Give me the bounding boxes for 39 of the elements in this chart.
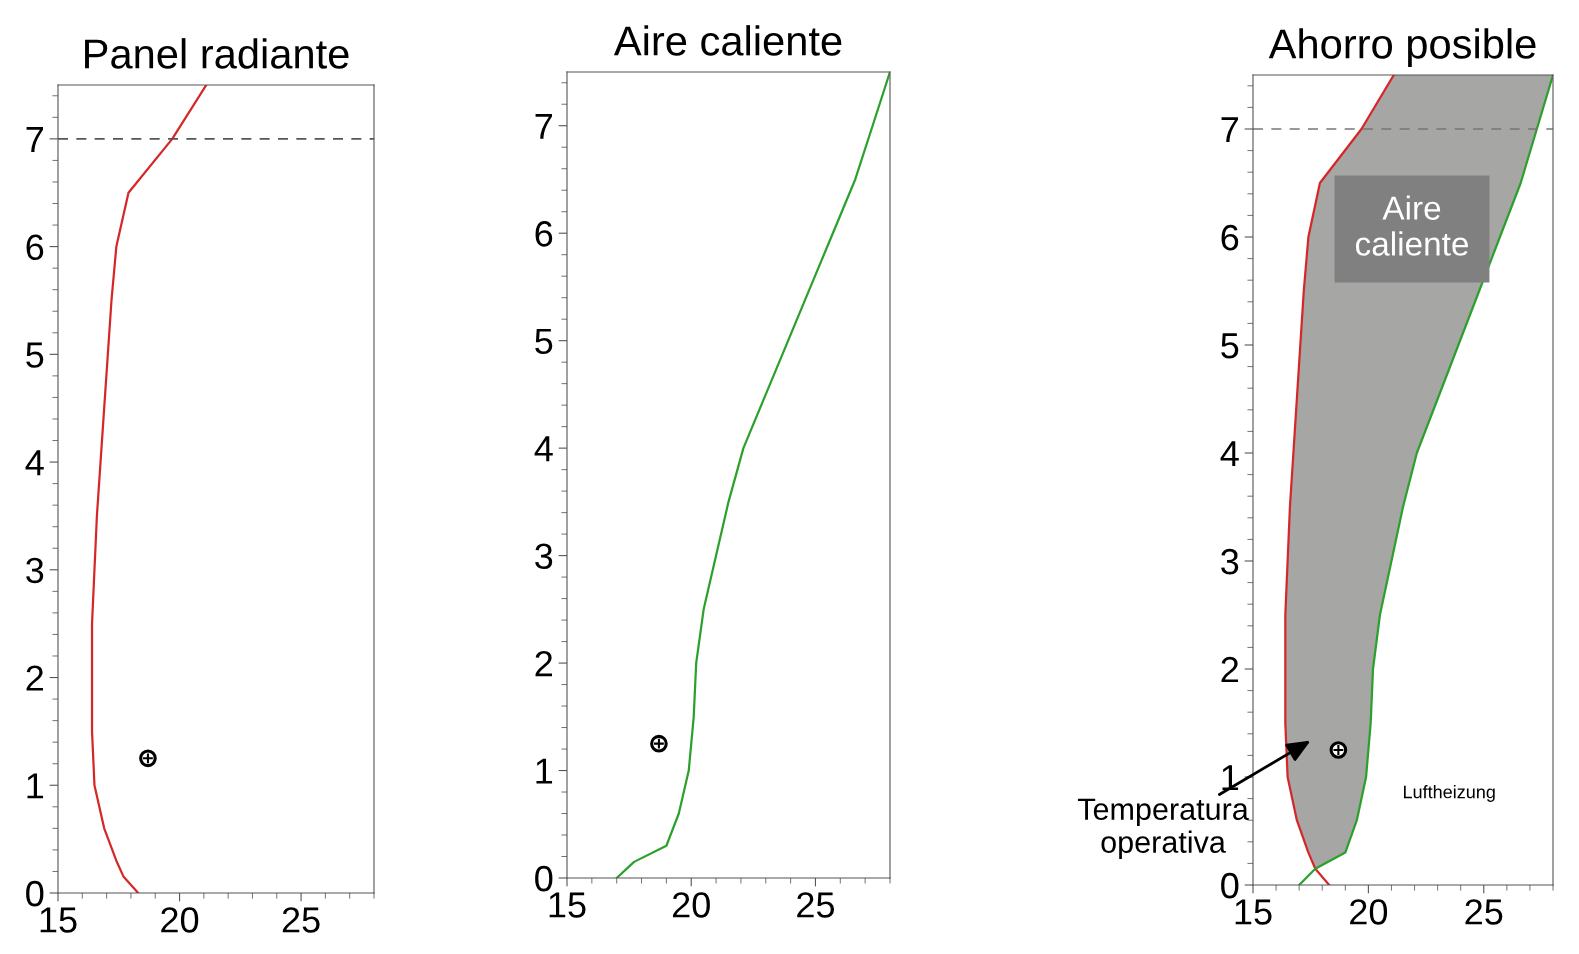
y-tick-label: 5 bbox=[535, 328, 553, 355]
chart-title: Aire caliente bbox=[613, 25, 842, 56]
y-tick-label: 4 bbox=[1220, 441, 1239, 467]
annotation: Luftheizung bbox=[1404, 785, 1495, 802]
y-tick-label: 3 bbox=[26, 557, 44, 584]
x-tick-label: 25 bbox=[282, 907, 320, 933]
line-series bbox=[90, 85, 208, 893]
x-tick-label: 15 bbox=[549, 892, 586, 918]
x-tick-label: 25 bbox=[1465, 899, 1503, 925]
x-tick-label: 25 bbox=[797, 892, 835, 918]
y-tick-label: 5 bbox=[1221, 333, 1239, 359]
annotation: Aire caliente bbox=[1355, 195, 1468, 256]
x-tick-label: 20 bbox=[1350, 899, 1388, 925]
y-tick-label: 0 bbox=[26, 880, 44, 907]
y-tick-label: 7 bbox=[1221, 117, 1238, 143]
y-tick-label: 2 bbox=[26, 665, 43, 691]
x-tick-label: 20 bbox=[161, 907, 199, 933]
y-tick-label: 5 bbox=[26, 342, 44, 368]
y-tick-label: 0 bbox=[535, 865, 553, 892]
y-tick-label: 7 bbox=[535, 113, 552, 139]
y-tick-label: 2 bbox=[1221, 656, 1238, 683]
text: Temperatura operativa bbox=[1077, 798, 1249, 859]
y-tick-label: 6 bbox=[535, 221, 553, 247]
y-tick-label: 7 bbox=[26, 127, 43, 152]
y-tick-label: 1 bbox=[27, 773, 44, 799]
y-tick-label: 4 bbox=[534, 436, 553, 462]
chart-title: Panel radiante bbox=[85, 38, 349, 69]
y-tick-label: 2 bbox=[535, 650, 552, 677]
x-tick-label: 15 bbox=[1235, 899, 1272, 925]
y-tick-label: 3 bbox=[535, 543, 553, 570]
y-tick-label: 4 bbox=[25, 450, 44, 476]
y-tick-label: 0 bbox=[1221, 872, 1239, 899]
x-tick-label: 20 bbox=[672, 892, 710, 918]
x-tick-label: 15 bbox=[40, 907, 77, 933]
y-tick-label: 6 bbox=[1221, 224, 1239, 251]
y-tick-label: 3 bbox=[1221, 548, 1239, 575]
y-tick-label: 1 bbox=[536, 758, 553, 784]
chart-title: Ahorro posible bbox=[1268, 28, 1536, 67]
y-tick-label: 6 bbox=[26, 234, 44, 261]
